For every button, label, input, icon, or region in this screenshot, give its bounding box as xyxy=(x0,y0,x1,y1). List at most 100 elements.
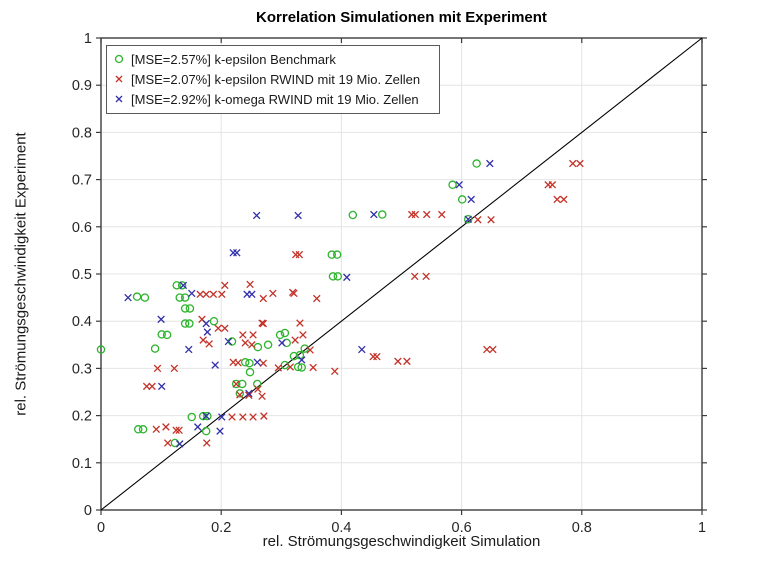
x-tick-label: 0 xyxy=(97,520,105,536)
data-point-x xyxy=(218,413,226,421)
x-tick-label: 1 xyxy=(698,520,706,536)
data-point-x xyxy=(553,195,561,204)
data-point-x xyxy=(369,352,378,361)
data-point-x xyxy=(259,294,268,303)
data-point-x xyxy=(260,412,268,420)
data-point-x xyxy=(245,391,253,400)
data-point-x xyxy=(218,290,226,299)
data-point-x xyxy=(309,363,317,372)
data-point-circle xyxy=(134,425,143,434)
data-point-circle xyxy=(463,214,473,224)
data-point-x xyxy=(464,215,472,224)
legend-box: [MSE=2.57%] k-epsilon Benchmark [MSE=2.0… xyxy=(106,45,440,114)
data-point-x xyxy=(248,341,256,349)
data-point-circle xyxy=(209,316,219,326)
data-point-circle xyxy=(328,272,338,281)
data-point-x xyxy=(216,427,224,435)
data-point-x xyxy=(148,382,156,391)
data-point-x xyxy=(306,346,314,354)
data-point-x xyxy=(343,273,351,282)
data-point-x xyxy=(157,315,165,324)
data-point-x xyxy=(291,250,300,259)
data-point-circle xyxy=(140,293,150,302)
data-point-x xyxy=(199,336,207,344)
data-point-x xyxy=(211,361,219,369)
data-point-x xyxy=(245,389,253,398)
data-point-x xyxy=(295,250,304,259)
y-tick-label: 0.8 xyxy=(72,125,92,141)
data-point-x xyxy=(294,211,302,220)
y-tick-label: 0.5 xyxy=(72,267,92,283)
data-point-circle xyxy=(237,379,247,389)
data-point-circle xyxy=(96,345,106,354)
data-point-x xyxy=(274,364,283,372)
data-point-x xyxy=(142,382,151,391)
data-point-x xyxy=(489,345,497,354)
data-point-circle xyxy=(333,272,343,281)
data-point-x xyxy=(236,391,244,399)
data-point-circle xyxy=(162,330,172,340)
data-point-x xyxy=(422,272,430,281)
data-point-circle xyxy=(203,411,212,421)
legend-label: [MSE=2.57%] k-epsilon Benchmark xyxy=(131,51,336,67)
identity-line xyxy=(100,37,703,511)
data-point-x xyxy=(258,392,266,401)
data-point-x xyxy=(202,290,210,299)
data-point-x xyxy=(228,413,236,421)
y-tick-label: 0.6 xyxy=(72,220,92,236)
data-point-x xyxy=(474,215,482,224)
data-point-x xyxy=(331,367,339,375)
data-point-x xyxy=(249,413,257,421)
data-point-circle xyxy=(175,293,184,302)
data-point-circle xyxy=(289,351,299,361)
data-point-x xyxy=(157,382,166,391)
data-point-x xyxy=(312,294,321,303)
x-tick-label: 0.4 xyxy=(331,520,351,536)
data-point-circle xyxy=(448,180,457,190)
data-point-circle xyxy=(253,342,263,352)
data-point-circle xyxy=(185,319,194,328)
data-point-circle xyxy=(275,330,285,340)
data-point-circle xyxy=(282,338,291,348)
data-point-x xyxy=(209,290,218,299)
data-point-x xyxy=(234,358,242,367)
data-point-x xyxy=(224,337,233,346)
y-tick-label: 0 xyxy=(84,503,92,519)
data-point-circle xyxy=(227,337,237,346)
data-point-circle xyxy=(177,281,187,290)
data-point-x xyxy=(196,290,204,299)
data-point-circle xyxy=(263,340,273,350)
legend-item-k-epsilon-rwind: [MSE=2.07%] k-epsilon RWIND mit 19 Mio. … xyxy=(113,69,433,89)
data-point-circle xyxy=(201,426,211,436)
data-point-x xyxy=(179,281,188,290)
data-point-x xyxy=(162,423,170,431)
data-point-circle xyxy=(180,293,190,302)
data-point-circle xyxy=(293,362,303,372)
data-point-x xyxy=(252,211,261,220)
data-point-x xyxy=(403,357,411,366)
data-point-x xyxy=(184,345,193,354)
data-point-circle xyxy=(231,379,241,389)
chart-title: Korrelation Simulationen mit Experiment xyxy=(256,9,547,26)
data-point-x xyxy=(410,272,419,281)
data-point-x xyxy=(172,426,180,434)
y-tick-label: 1 xyxy=(84,31,92,47)
data-point-x xyxy=(232,380,240,388)
data-point-x xyxy=(239,331,247,339)
data-point-x xyxy=(239,413,247,421)
data-point-circle xyxy=(378,210,387,219)
legend-item-k-epsilon-benchmark: [MSE=2.57%] k-epsilon Benchmark xyxy=(113,49,433,69)
data-point-x xyxy=(258,319,266,327)
data-point-x xyxy=(202,319,210,328)
data-point-x xyxy=(373,352,381,361)
data-point-x xyxy=(246,280,254,289)
data-point-x xyxy=(203,328,212,336)
data-point-x xyxy=(194,423,202,431)
data-point-x xyxy=(163,439,172,447)
data-point-circle xyxy=(180,304,190,313)
data-point-x xyxy=(248,290,256,299)
data-point-x xyxy=(203,439,211,447)
data-point-x xyxy=(455,181,463,189)
